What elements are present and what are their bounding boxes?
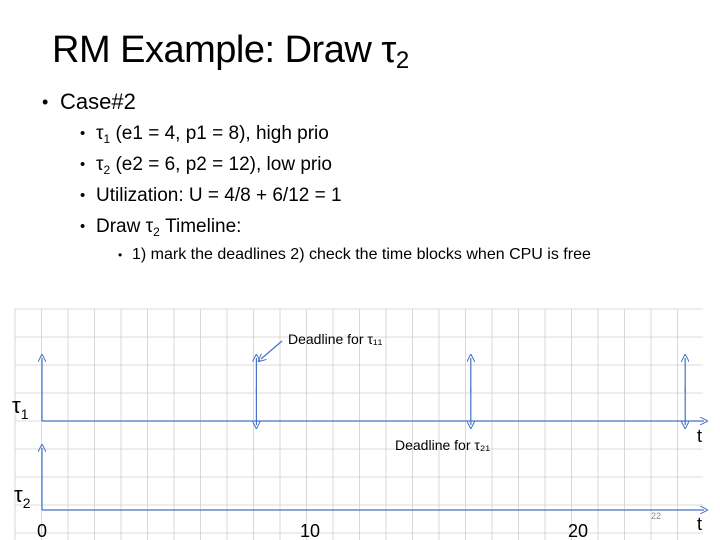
bullet-dot-icon: • xyxy=(80,156,86,173)
deadline-arrows xyxy=(42,358,685,510)
tick-label: 10 xyxy=(300,521,320,540)
bullet-steps: • 1) mark the deadlines 2) check the tim… xyxy=(118,246,591,263)
row2-label: τ2 xyxy=(14,482,31,511)
slide-number: 22 xyxy=(651,511,661,521)
task2-symbol: τ xyxy=(96,154,104,175)
background-grid xyxy=(14,308,703,540)
task1-params: (e1 = 4, p1 = 8), high prio xyxy=(110,123,329,144)
slide-title-subscript: 2 xyxy=(395,47,409,74)
tick-label: 0 xyxy=(37,521,47,540)
bullet-list: • Case#2 • τ1 (e1 = 4, p1 = 8), high pri… xyxy=(42,89,591,263)
bullet-dot-icon: • xyxy=(80,218,86,235)
bullet-case: • Case#2 xyxy=(42,89,136,114)
slide-title-text: RM Example: Draw τ xyxy=(52,29,396,71)
timeline-axes xyxy=(42,421,704,510)
row2-axis-label: t xyxy=(697,514,702,534)
deadline-t11-label: Deadline for τ₁₁ xyxy=(288,331,383,347)
bullet-task2: • τ2 (e2 = 6, p2 = 12), low prio xyxy=(80,154,332,177)
slide-title: RM Example: Draw τ2 xyxy=(52,28,409,83)
row1-axis-label: t xyxy=(697,426,702,446)
bullet-draw-timeline: • Draw τ2 Timeline: xyxy=(80,216,242,239)
row1-label: τ1 xyxy=(12,393,29,422)
bullet-task1: • τ1 (e1 = 4, p1 = 8), high prio xyxy=(80,123,329,146)
bullet-dot-icon: • xyxy=(80,125,86,142)
tick-labels: 0 10 20 xyxy=(37,521,588,540)
deadline-t21-label: Deadline for τ₂₁ xyxy=(395,437,490,453)
task2-params: (e2 = 6, p2 = 12), low prio xyxy=(110,154,332,175)
bullet-utilization: • Utilization: U = 4/8 + 6/12 = 1 xyxy=(80,185,342,206)
task1-symbol: τ xyxy=(96,123,104,144)
bullet-dot-icon: • xyxy=(42,92,49,112)
tick-label: 20 xyxy=(568,521,588,540)
bullet-dot-icon: • xyxy=(118,248,123,262)
deadline-t11-pointer xyxy=(261,340,283,359)
bullet-dot-icon: • xyxy=(80,187,86,204)
